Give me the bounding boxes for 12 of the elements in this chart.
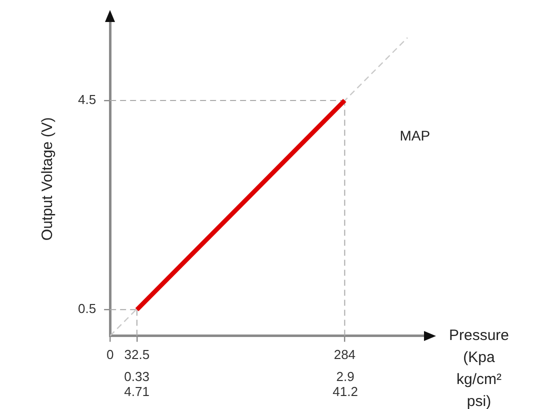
text: 4.71 <box>124 384 150 400</box>
x-tick-label: 32.5 <box>124 347 150 362</box>
x2-tick-label: 0.33 <box>124 368 150 384</box>
text: MAP <box>400 127 430 144</box>
y-tick-label: 0.5 <box>78 301 96 316</box>
x-axis-title: Pressure (Kpa kg/cm² psi) <box>448 326 510 409</box>
y-axis-title: Output Voltage (V) <box>39 117 56 241</box>
x2-tick-label: 2.9 <box>336 368 354 384</box>
text: 41.2 <box>332 384 358 400</box>
y-tick-label: 4.5 <box>78 92 96 108</box>
x-tick-label: 0 <box>106 347 114 362</box>
x-tick-label: 284 <box>334 347 356 362</box>
